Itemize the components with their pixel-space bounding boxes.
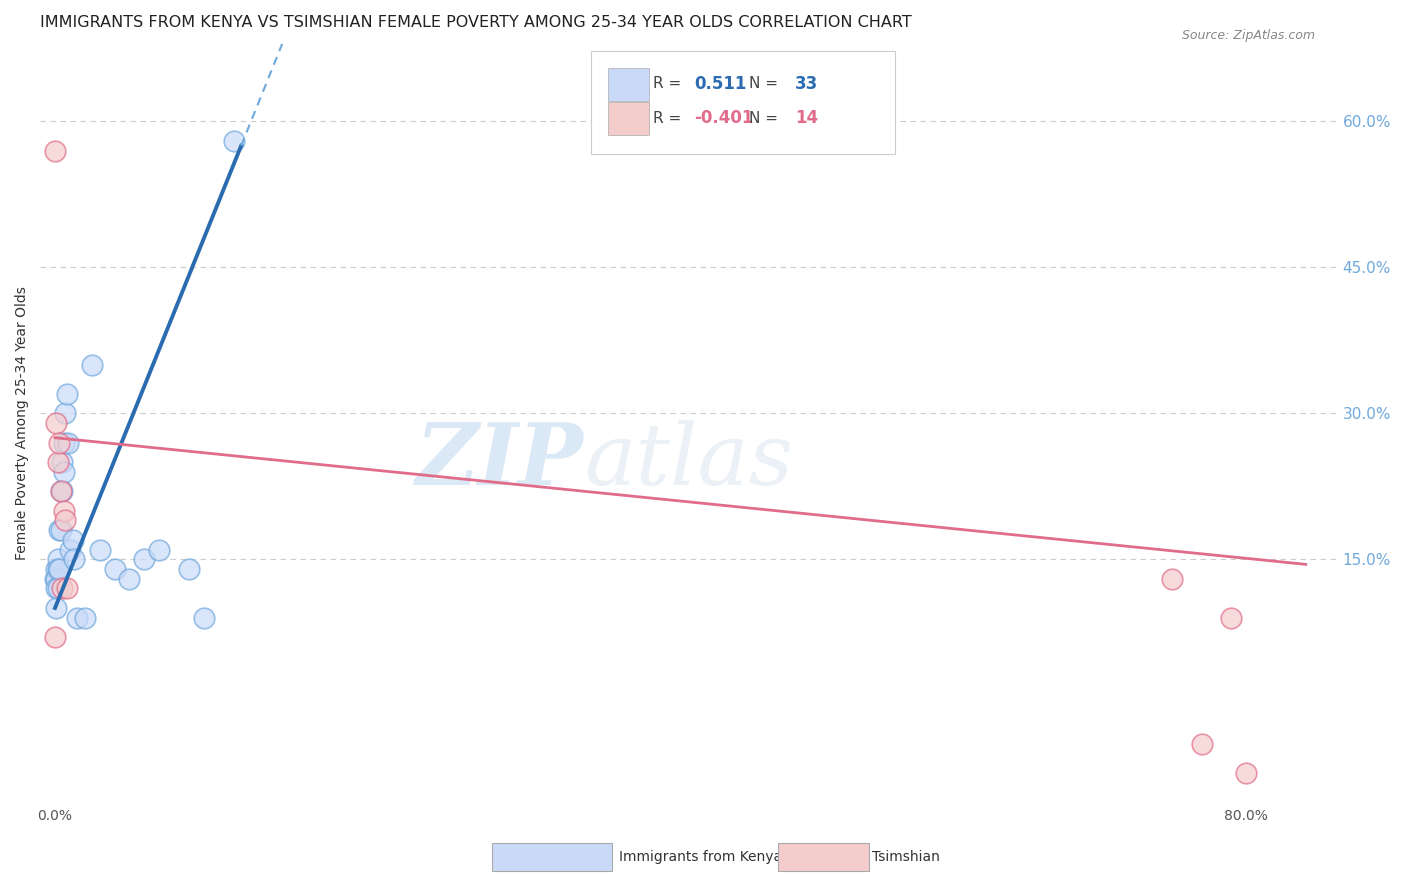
Point	[177, 562, 200, 576]
Text: ZIP: ZIP	[416, 419, 585, 503]
Point	[51, 582, 73, 596]
FancyBboxPatch shape	[591, 51, 896, 153]
Text: R =: R =	[652, 77, 681, 91]
Point	[45, 562, 67, 576]
Point	[46, 582, 69, 596]
Point	[193, 610, 215, 624]
Point	[73, 610, 96, 624]
Text: 0.511: 0.511	[695, 75, 747, 93]
Text: Source: ZipAtlas.com: Source: ZipAtlas.com	[1181, 29, 1315, 42]
Point	[45, 416, 67, 430]
Point	[1160, 572, 1182, 586]
Point	[49, 523, 72, 537]
Text: atlas: atlas	[585, 420, 793, 502]
Point	[48, 523, 70, 537]
Text: Tsimshian: Tsimshian	[872, 850, 939, 864]
Point	[48, 562, 70, 576]
Point	[49, 484, 72, 499]
Point	[66, 610, 89, 624]
Point	[45, 601, 67, 615]
Point	[46, 562, 69, 576]
Point	[1220, 610, 1243, 624]
Point	[63, 552, 86, 566]
Text: Immigrants from Kenya: Immigrants from Kenya	[619, 850, 782, 864]
Text: N =: N =	[749, 111, 778, 126]
Point	[45, 582, 67, 596]
Text: R =: R =	[652, 111, 681, 126]
Point	[56, 582, 79, 596]
Point	[48, 435, 70, 450]
Point	[58, 435, 80, 450]
Point	[51, 484, 73, 499]
Point	[44, 144, 66, 158]
Point	[62, 533, 84, 547]
Point	[118, 572, 141, 586]
Point	[55, 513, 77, 527]
Point	[1191, 737, 1213, 751]
Point	[1234, 766, 1257, 780]
Point	[59, 542, 82, 557]
Text: N =: N =	[749, 77, 778, 91]
Point	[134, 552, 156, 566]
FancyBboxPatch shape	[607, 102, 650, 135]
Text: IMMIGRANTS FROM KENYA VS TSIMSHIAN FEMALE POVERTY AMONG 25-34 YEAR OLDS CORRELAT: IMMIGRANTS FROM KENYA VS TSIMSHIAN FEMAL…	[41, 15, 912, 30]
Y-axis label: Female Poverty Among 25-34 Year Olds: Female Poverty Among 25-34 Year Olds	[15, 286, 30, 560]
Point	[51, 455, 73, 469]
Text: 14: 14	[796, 109, 818, 127]
Text: 33: 33	[796, 75, 818, 93]
Point	[44, 630, 66, 644]
Point	[82, 358, 104, 372]
Text: -0.401: -0.401	[695, 109, 754, 127]
Point	[148, 542, 170, 557]
Point	[52, 435, 75, 450]
Point	[222, 134, 245, 148]
Point	[55, 406, 77, 420]
FancyBboxPatch shape	[607, 68, 650, 101]
Point	[45, 572, 67, 586]
Point	[103, 562, 125, 576]
Point	[89, 542, 111, 557]
Point	[46, 455, 69, 469]
Point	[46, 552, 69, 566]
Point	[56, 387, 79, 401]
Point	[52, 465, 75, 479]
Point	[49, 484, 72, 499]
Point	[52, 503, 75, 517]
Point	[44, 572, 66, 586]
